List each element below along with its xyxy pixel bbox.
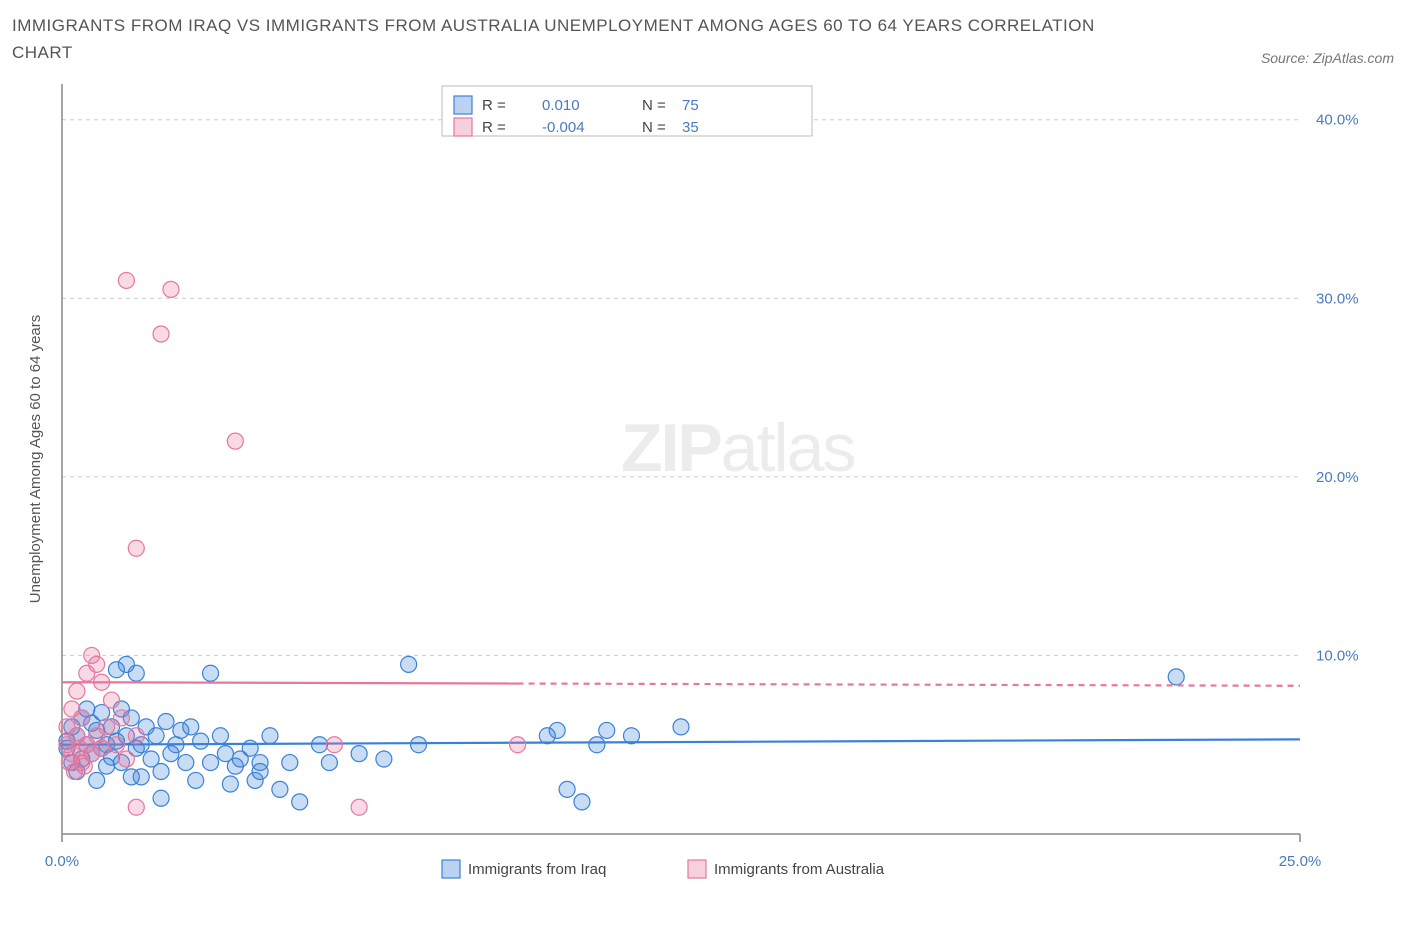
svg-text:0.010: 0.010	[542, 97, 580, 114]
svg-text:-0.004: -0.004	[542, 119, 585, 136]
svg-text:Immigrants from Iraq: Immigrants from Iraq	[468, 861, 606, 878]
svg-text:75: 75	[682, 97, 699, 114]
svg-text:20.0%: 20.0%	[1316, 469, 1359, 486]
scatter-chart: 10.0% 20.0% 30.0% 40.0% 0.0% 25.0% Unemploymen…	[12, 74, 1394, 904]
source-label: Source: ZipAtlas.com	[1261, 50, 1394, 66]
svg-text:30.0%: 30.0%	[1316, 291, 1359, 308]
svg-text:0.0%: 0.0%	[45, 853, 79, 870]
svg-text:Immigrants from Australia: Immigrants from Australia	[714, 861, 885, 878]
svg-text:R =: R =	[482, 119, 506, 136]
svg-text:10.0%: 10.0%	[1316, 648, 1359, 665]
svg-text:N =: N =	[642, 119, 666, 136]
chart-container: 10.0% 20.0% 30.0% 40.0% 0.0% 25.0% Unemploymen…	[12, 74, 1394, 904]
svg-text:Unemployment Among Ages 60 to: Unemployment Among Ages 60 to 64 years	[27, 315, 44, 604]
chart-title: IMMIGRANTS FROM IRAQ VS IMMIGRANTS FROM …	[12, 12, 1112, 66]
svg-text:N =: N =	[642, 97, 666, 114]
svg-text:R =: R =	[482, 97, 506, 114]
svg-text:35: 35	[682, 119, 699, 136]
svg-text:25.0%: 25.0%	[1279, 853, 1322, 870]
svg-text:40.0%: 40.0%	[1316, 112, 1359, 129]
